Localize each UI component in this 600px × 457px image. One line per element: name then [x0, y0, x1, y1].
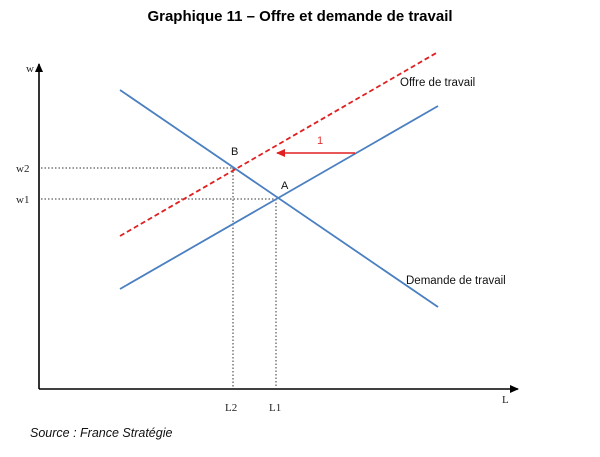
tick-l1: L1 [269, 402, 281, 414]
tick-l2: L2 [225, 402, 237, 414]
shifted-supply-curve [119, 51, 439, 237]
source-note: Source : France Stratégie [30, 426, 173, 440]
point-a-label: A [281, 180, 289, 192]
demand-curve-label: Demande de travail [406, 275, 506, 287]
supply-curve-label: Offre de travail [400, 77, 475, 89]
shift-label: 1 [317, 135, 323, 147]
chart-title: Graphique 11 – Offre et demande de trava… [147, 8, 453, 25]
y-axis-label: w [26, 63, 34, 75]
tick-w1: w1 [16, 194, 29, 206]
tick-w2: w2 [16, 163, 29, 175]
supply-curve [119, 105, 439, 290]
x-axis-label: L [502, 394, 509, 406]
point-b-label: B [231, 146, 238, 158]
